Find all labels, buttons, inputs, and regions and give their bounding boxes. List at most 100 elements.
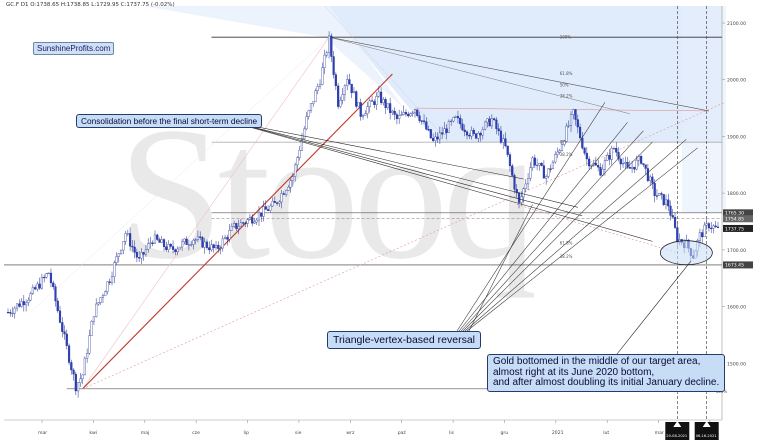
candle — [328, 35, 331, 53]
candle — [49, 272, 53, 284]
candle — [124, 233, 127, 242]
date-arrow — [673, 421, 682, 427]
candle — [676, 227, 679, 243]
candle — [101, 295, 105, 298]
candle — [599, 167, 602, 176]
candle — [389, 103, 392, 113]
candle — [221, 238, 224, 249]
candle — [70, 362, 73, 371]
candle — [504, 138, 507, 147]
x-tick-label: lis — [449, 430, 455, 436]
price-tag-label: 1737.75 — [725, 226, 744, 232]
candle — [321, 67, 324, 85]
candle — [269, 205, 272, 211]
candle — [447, 121, 450, 133]
candle — [615, 148, 618, 153]
candle — [370, 100, 374, 102]
candle — [307, 110, 310, 117]
annotation-arrow — [456, 102, 606, 332]
candle — [373, 101, 376, 105]
annotation-consolidation: Consolidation before the final short-ter… — [76, 114, 263, 128]
date-arrow — [702, 421, 711, 427]
upper-shade — [324, 6, 722, 143]
candle — [253, 221, 256, 224]
candle — [63, 331, 66, 335]
candle — [461, 123, 464, 131]
candle — [160, 239, 163, 243]
candle — [239, 222, 242, 227]
candle — [531, 157, 534, 168]
candle — [278, 201, 281, 204]
candle — [617, 152, 620, 160]
candle — [701, 232, 704, 238]
candle — [115, 256, 118, 263]
fib-label: 100% — [560, 35, 572, 40]
left-shade — [143, 6, 404, 109]
fib-label: 50% — [560, 82, 569, 87]
candle — [583, 147, 586, 154]
candle — [9, 312, 12, 314]
candle — [355, 91, 358, 107]
candle — [316, 86, 319, 91]
candle — [83, 357, 86, 376]
candle — [400, 114, 403, 116]
candle — [237, 226, 240, 229]
candle — [506, 145, 509, 155]
candle — [119, 249, 123, 254]
candle — [646, 168, 649, 181]
annotation-arrow — [231, 121, 653, 242]
candle — [368, 100, 371, 107]
fib-label: 38.2% — [560, 254, 573, 259]
candle — [526, 178, 530, 185]
candle — [664, 199, 668, 205]
candle — [6, 312, 10, 314]
price-tag-label: 1673.45 — [725, 263, 744, 269]
annotation-arrow — [231, 121, 578, 208]
candle — [260, 212, 263, 217]
candle — [244, 222, 247, 224]
candle — [490, 118, 493, 127]
candle — [698, 232, 701, 241]
candle — [377, 91, 380, 97]
candle — [140, 252, 143, 259]
candle — [493, 118, 496, 121]
candle — [538, 163, 541, 166]
candle — [660, 193, 663, 195]
candle — [72, 369, 75, 375]
candle — [361, 115, 365, 117]
candle — [190, 244, 193, 246]
candle — [662, 194, 665, 205]
candle — [631, 166, 634, 169]
candle — [147, 243, 150, 250]
candle — [608, 155, 611, 160]
candle — [276, 202, 279, 204]
candle — [289, 180, 292, 188]
candle — [459, 117, 462, 125]
candle — [248, 217, 252, 220]
candle — [380, 91, 383, 104]
candle — [298, 150, 301, 158]
candle — [445, 128, 448, 133]
candle — [167, 244, 170, 250]
candle — [554, 154, 557, 163]
candle — [194, 239, 197, 241]
x-tick-label: cze — [192, 431, 200, 436]
candle — [153, 234, 157, 244]
annotation-triangle: Triangle-vertex-based reversal — [327, 331, 482, 349]
candle — [74, 373, 77, 392]
candle — [255, 219, 258, 223]
candle — [262, 206, 265, 217]
y-tick-label: 1900.00 — [727, 134, 746, 140]
candle — [420, 120, 423, 122]
candle — [271, 201, 274, 207]
candle — [635, 159, 638, 170]
right-shade — [681, 6, 726, 213]
support-line — [82, 73, 393, 390]
candle — [438, 132, 441, 140]
candle — [407, 113, 410, 117]
y-tick-label: 1500.00 — [727, 361, 746, 367]
candle — [233, 223, 236, 227]
candle — [97, 302, 100, 305]
candle — [673, 217, 677, 228]
